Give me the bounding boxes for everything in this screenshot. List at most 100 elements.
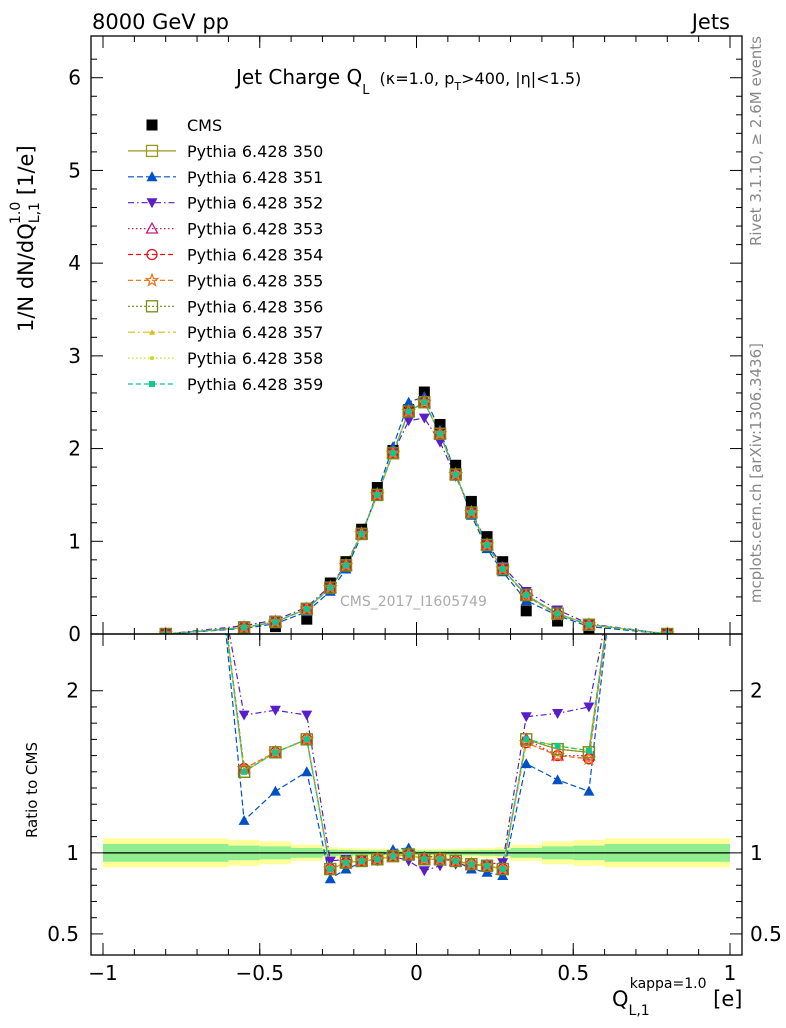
x-axis-label: QL,1 kappa=1.0 [e] xyxy=(612,976,742,1019)
ratio-series-marker-3 xyxy=(583,702,595,713)
main-series-marker-6 xyxy=(659,626,675,634)
ratio-series-marker-10 xyxy=(437,856,444,863)
ratio-series-marker-10 xyxy=(468,861,475,868)
legend-marker-2 xyxy=(146,171,158,182)
main-series-marker-7 xyxy=(496,562,509,576)
rivet-side-text: Rivet 3.1.10, ≥ 2.6M events xyxy=(747,36,765,246)
legend-label-2: Pythia 6.428 351 xyxy=(187,168,323,187)
ratio-series-marker-6 xyxy=(550,747,566,762)
main-series-line-10 xyxy=(165,401,668,634)
ratio-series-marker-10 xyxy=(303,736,310,743)
title-paren-b: >400, |η|<1.5) xyxy=(461,69,581,88)
ratio-x-tick-label: 1 xyxy=(724,961,737,985)
ratio-y-tick-label-right: 0.5 xyxy=(750,922,782,946)
main-y-label-b: [1/e] xyxy=(14,145,38,201)
main-series-marker-10 xyxy=(484,541,491,548)
x-label-sup: kappa=1.0 xyxy=(630,976,707,992)
ratio-series-marker-3 xyxy=(269,705,281,716)
main-series-marker-10 xyxy=(437,430,444,437)
ratio-series-marker-7 xyxy=(496,862,509,876)
legend-marker-3 xyxy=(146,198,158,209)
main-series-marker-6 xyxy=(518,588,534,603)
header-left: 8000 GeV pp xyxy=(92,10,229,34)
main-y-tick-label: 1 xyxy=(68,529,81,553)
main-y-tick-label: 5 xyxy=(68,158,81,182)
legend-marker-6 xyxy=(144,272,160,287)
main-series-marker-6 xyxy=(550,606,566,621)
legend-label-5: Pythia 6.428 354 xyxy=(187,246,323,265)
main-y-axis-label: 1/N dN/dQL,11.0 [1/e] xyxy=(8,145,43,332)
main-y-tick-label: 4 xyxy=(68,251,81,275)
main-series-marker-10 xyxy=(421,399,428,406)
legend-marker-10 xyxy=(149,381,155,387)
ratio-series-marker-7 xyxy=(480,859,494,872)
ratio-series-marker-7 xyxy=(418,853,431,866)
cms-data-point xyxy=(465,495,477,507)
ratio-series-marker-6 xyxy=(581,750,597,766)
ratio-series-marker-7 xyxy=(386,849,400,863)
ratio-series-marker-7 xyxy=(339,856,353,869)
ratio-series-marker-10 xyxy=(272,749,279,756)
cms-data-point xyxy=(450,459,462,471)
ratio-series-marker-3 xyxy=(520,712,532,723)
main-series-marker-10 xyxy=(327,584,334,591)
legend-marker-7 xyxy=(145,300,159,313)
main-series-marker-10 xyxy=(585,621,592,628)
main-y-label-sub: L,1 xyxy=(27,202,43,223)
ratio-series-marker-7 xyxy=(520,733,533,746)
main-series-group xyxy=(158,386,675,634)
legend-marker-8 xyxy=(149,329,155,335)
main-series-marker-10 xyxy=(241,624,248,631)
ratio-series-marker-2 xyxy=(324,873,336,884)
main-series-marker-10 xyxy=(499,566,506,573)
legend-label-7: Pythia 6.428 356 xyxy=(187,297,323,316)
ratio-series-marker-2 xyxy=(552,774,564,785)
ratio-series-marker-3 xyxy=(418,866,430,877)
ratio-series-marker-10 xyxy=(421,856,428,863)
main-series-marker-10 xyxy=(303,605,310,612)
main-series-marker-2 xyxy=(403,396,415,407)
ratio-series-marker-3 xyxy=(301,710,313,721)
main-y-tick-label: 2 xyxy=(68,437,81,461)
legend-marker-cms xyxy=(146,119,158,131)
header-right: Jets xyxy=(690,10,730,34)
ratio-series-marker-2 xyxy=(238,814,250,825)
main-series-marker-10 xyxy=(405,408,412,415)
ratio-series-group xyxy=(225,634,607,884)
main-series-marker-10 xyxy=(554,610,561,617)
main-series-marker-3 xyxy=(418,413,430,424)
legend-marker-9 xyxy=(150,356,154,361)
main-series-marker-7 xyxy=(237,621,251,634)
cms-data-point xyxy=(301,613,313,625)
main-y-label-a: 1/N dN/dQ xyxy=(14,223,38,332)
main-series-marker-10 xyxy=(452,471,459,478)
main-y-label-sup: 1.0 xyxy=(8,202,24,224)
ratio-series-line-10 xyxy=(226,634,606,870)
cms-data-point xyxy=(434,418,446,430)
ratio-y-tick-label-right: 2 xyxy=(750,679,763,703)
legend-label-1: Pythia 6.428 350 xyxy=(187,142,323,161)
ratio-series-marker-2 xyxy=(520,758,532,769)
ratio-series-marker-10 xyxy=(499,866,506,873)
legend: CMS Pythia 6.428 350 Pythia 6.428 351 Pythi… xyxy=(128,116,323,394)
main-series-marker-7 xyxy=(339,559,353,572)
ratio-series-marker-10 xyxy=(585,747,592,754)
ratio-series-marker-7 xyxy=(300,733,313,746)
ratio-series-marker-3 xyxy=(238,710,250,721)
main-series-marker-7 xyxy=(371,488,384,502)
ratio-y-tick-label: 1 xyxy=(66,841,79,865)
title-main-sub: L xyxy=(362,83,370,98)
main-series-marker-6 xyxy=(158,626,174,634)
main-series-marker-7 xyxy=(582,618,596,631)
main-series-marker-7 xyxy=(300,602,313,616)
ratio-x-tick-label: −1 xyxy=(88,961,117,985)
ratio-series-marker-7 xyxy=(324,862,337,876)
main-series-marker-3 xyxy=(434,437,446,448)
main-series-marker-7 xyxy=(269,615,282,629)
ratio-x-tick-label: −0.5 xyxy=(235,961,284,985)
main-y-tick-label: 3 xyxy=(68,344,81,368)
legend-label-10: Pythia 6.428 359 xyxy=(187,375,323,394)
ratio-series-marker-10 xyxy=(405,851,412,858)
main-series-marker-10 xyxy=(272,618,279,625)
main-series-marker-10 xyxy=(389,450,396,457)
